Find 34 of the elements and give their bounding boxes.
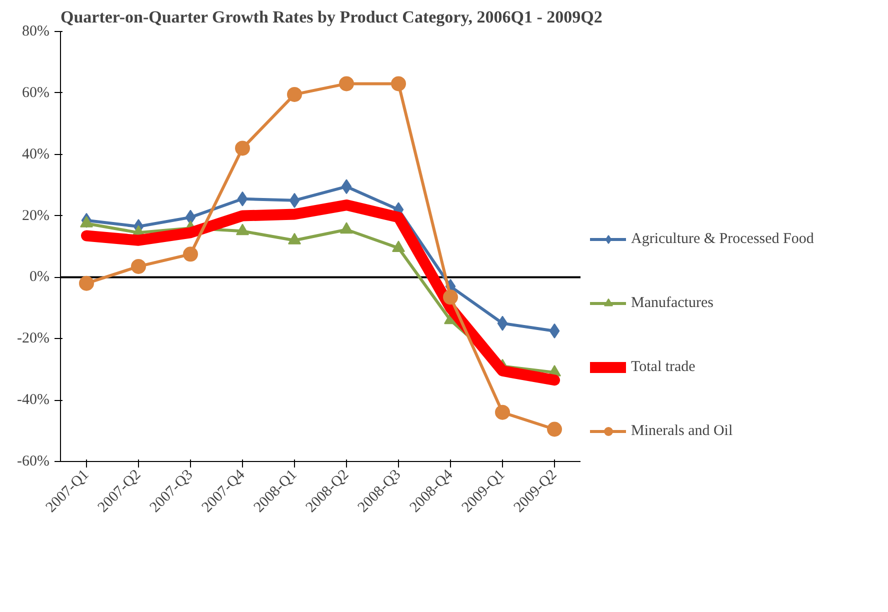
y-tick-label: 0% <box>30 269 50 286</box>
point <box>289 192 300 208</box>
point <box>340 222 353 234</box>
point <box>79 276 94 291</box>
point <box>392 240 405 252</box>
point <box>547 422 562 437</box>
point <box>183 246 198 262</box>
point <box>131 258 146 274</box>
y-tick-label: 80% <box>22 24 50 40</box>
point <box>288 232 301 244</box>
y-tick-label: 60% <box>22 84 50 101</box>
point <box>497 316 508 331</box>
legend-label: Manufactures <box>631 294 714 312</box>
point <box>235 140 250 156</box>
point <box>391 76 406 92</box>
legend-label: Minerals and Oil <box>631 422 733 440</box>
point <box>287 86 302 102</box>
y-tick-label: -60% <box>17 454 50 470</box>
point <box>237 191 248 206</box>
point <box>236 224 249 236</box>
point <box>341 179 352 194</box>
point <box>549 323 560 338</box>
y-tick-label: -20% <box>17 330 50 347</box>
point <box>80 216 93 228</box>
legend-label: Total trade <box>631 358 696 376</box>
point <box>443 290 458 305</box>
point <box>185 210 196 225</box>
y-tick-label: -40% <box>17 392 50 408</box>
chart-title: Quarter-on-Quarter Growth Rates by Product Category, 2006Q1 - 2009Q2 <box>60 8 602 26</box>
y-tick-label: 20% <box>22 208 50 224</box>
point <box>339 76 354 92</box>
point <box>495 404 510 420</box>
legend-label: Agriculture & Processed Food <box>631 230 814 248</box>
y-tick-label: 40% <box>22 146 50 162</box>
